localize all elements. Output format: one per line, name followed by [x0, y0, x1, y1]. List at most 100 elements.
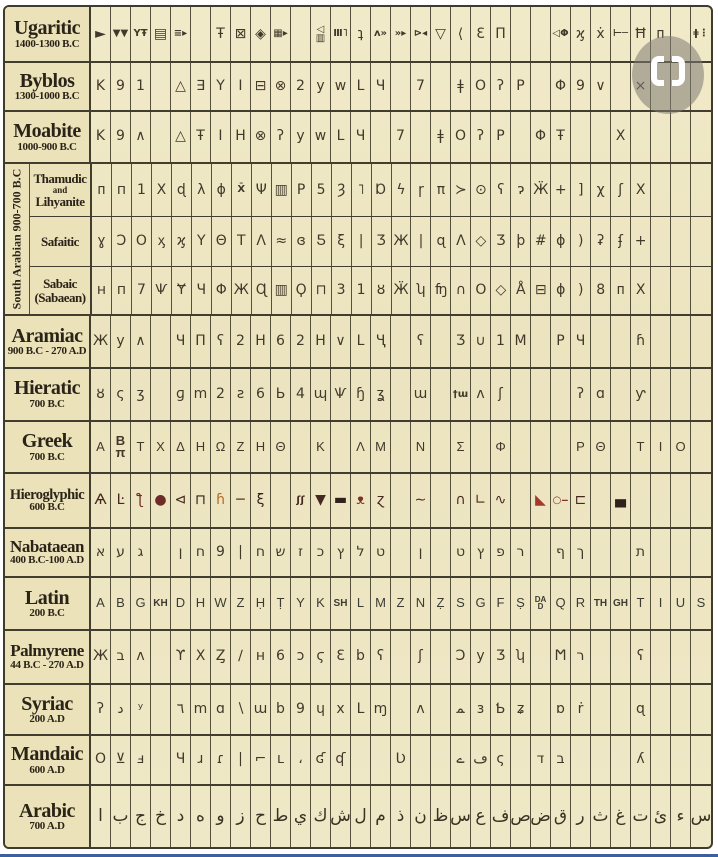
glyph-cell: ɑ — [591, 368, 611, 420]
glyph-cell: ▥ — [272, 164, 292, 217]
glyph-cell: ᴥ — [351, 474, 371, 527]
glyph-cell: 9 — [111, 111, 131, 163]
glyph-cell: ⟨ — [451, 7, 471, 62]
glyph-cell — [671, 474, 691, 527]
glyph-cell — [431, 421, 451, 473]
glyph-cell — [431, 684, 451, 735]
glyph-cell: A — [91, 421, 111, 473]
glyph-cell: ʛ — [311, 736, 331, 784]
glyph-cell: Y — [211, 63, 231, 110]
glyph-cell: ש — [271, 528, 291, 577]
glyph-cell: ǂ — [451, 63, 471, 110]
glyph-cell — [391, 421, 411, 473]
glyph-cell: ش — [331, 785, 351, 847]
glyph-cell: Ḥ — [251, 578, 271, 629]
row-label-byblos: Byblos 1300-1000 B.C — [5, 63, 91, 110]
glyph-cell: ϛ — [311, 630, 331, 683]
script-name: Arabic — [19, 799, 75, 822]
glyph-cell — [531, 368, 551, 420]
glyph-cell: ر — [571, 785, 591, 847]
glyph-cell: Λ — [451, 217, 472, 267]
glyph-cell — [511, 7, 531, 62]
glyph-cell — [651, 316, 671, 367]
glyph-cell: Z — [231, 421, 251, 473]
glyph-cell: ɧ — [351, 368, 371, 420]
glyph-cell: Å — [511, 267, 532, 315]
script-name: Byblos — [19, 69, 75, 92]
glyph-cell: Ж — [392, 217, 412, 267]
glyph-cell: ≈ — [272, 217, 292, 267]
glyph-cell: ʑ — [511, 684, 531, 735]
glyph-cell: L — [351, 316, 371, 367]
glyph-cell: ∪ — [471, 316, 491, 367]
glyph-cell — [391, 368, 411, 420]
script-date: 600 B.C — [29, 501, 65, 514]
glyph-cell: ▽ — [431, 7, 451, 62]
glyph-cell: ɒ — [551, 684, 571, 735]
row-label-sabaic: Sabaic (Sabaean) — [30, 267, 92, 315]
glyph-cell: S — [696, 595, 706, 611]
glyph-cell — [531, 7, 551, 62]
glyph-cell: 2 — [231, 316, 251, 367]
script-name: Latin — [24, 586, 70, 609]
glyph-cell: ˥ — [352, 164, 372, 217]
glyph-cell — [611, 684, 631, 735]
glyph-cell: y — [471, 630, 491, 683]
south-arabian-group: South Arabian 900-700 B.C Thamudic and Lihy… — [5, 164, 711, 317]
glyph-cell: ʃ — [411, 630, 431, 683]
south-arabian-vertical-label: South Arabian 900-700 B.C — [5, 164, 30, 315]
glyph-cell: п — [112, 267, 132, 315]
glyph-cell: X — [191, 630, 211, 683]
glyph-cell: Ɛ — [331, 630, 351, 683]
glyph-cell: ɔ — [291, 630, 311, 683]
glyph-cell — [651, 474, 671, 527]
glyph-cell: ن — [411, 785, 431, 847]
glyph-cell: Ρ — [292, 164, 312, 217]
glyph-cell: Ж — [232, 267, 252, 315]
glyph-cell: ⊓ — [191, 474, 211, 527]
script-name: Safaitic — [41, 234, 79, 250]
glyph-cell: 9 — [211, 528, 231, 577]
glyph-cell: ≡▸ — [171, 7, 191, 62]
glyph-cell — [611, 421, 631, 473]
glyph-cell: Ч — [171, 316, 191, 367]
glyph-cell: ʸ — [131, 684, 151, 735]
glyph-cell: K — [91, 111, 111, 163]
glyph-cell: خ — [151, 785, 171, 847]
glyph-cell: ɰ — [311, 368, 331, 420]
glyph-cell: ɹ — [191, 736, 211, 784]
glyph-cell: ץ — [471, 528, 491, 577]
glyph-cell — [591, 736, 611, 784]
glyph-cell: Π — [491, 7, 511, 62]
glyph-cell — [531, 63, 551, 110]
glyph-cell — [651, 684, 671, 735]
glyph-cell: ج — [131, 785, 151, 847]
script-date: 900 B.C - 270 A.D — [7, 344, 87, 357]
glyph-cell: ه — [191, 785, 211, 847]
glyph-cell: ح — [251, 785, 271, 847]
glyph-cell: Φ — [491, 421, 511, 473]
script-date: 700 A.D — [29, 819, 65, 832]
overlay-badge[interactable] — [632, 36, 704, 114]
glyph-cell: Θ — [271, 421, 291, 473]
glyph-cell — [651, 267, 672, 315]
glyph-cell: Ϙ — [292, 267, 312, 315]
glyph-cell — [591, 474, 611, 527]
glyph-cell: K — [311, 421, 331, 473]
glyph-cell: ⊏ — [571, 474, 591, 527]
glyph-cell — [371, 736, 391, 784]
glyph-cell: ے — [451, 736, 471, 784]
glyph-cell: ϒ — [171, 630, 191, 683]
glyph-cell: b — [351, 630, 371, 683]
glyph-cell: O — [471, 267, 492, 315]
glyph-cell: ξ — [251, 474, 271, 527]
glyph-cell — [671, 217, 692, 267]
glyph-cell: و — [211, 785, 231, 847]
glyph-cell: פ — [491, 528, 511, 577]
glyph-cell: P — [571, 421, 591, 473]
glyph-cell: د — [111, 684, 131, 735]
glyph-cell: R — [571, 578, 591, 629]
